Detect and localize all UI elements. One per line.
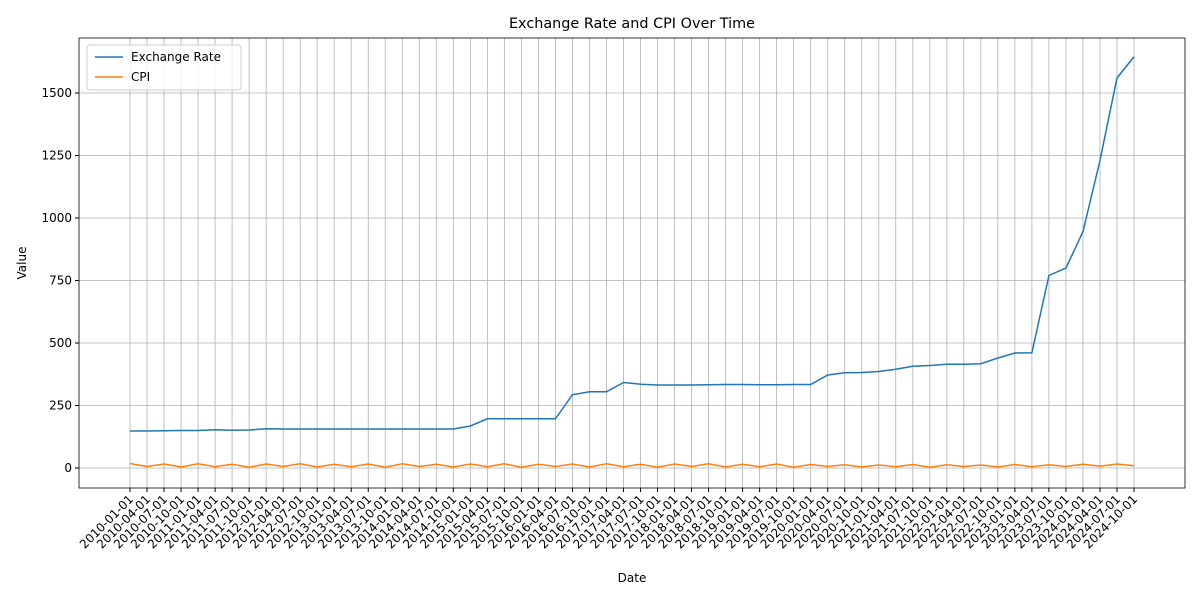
data-line [130,56,1135,432]
y-tick-label: 250 [49,399,72,413]
x-axis-label: Date [618,571,647,585]
plot-frame [78,37,1186,489]
y-tick-label: 1250 [41,149,72,163]
y-tick-label: 500 [49,336,72,350]
y-tick-label: 750 [49,274,72,288]
y-tick-label: 1000 [41,211,72,225]
y-axis-label: Value [15,247,29,280]
y-tick-label: 1500 [41,86,72,100]
y-tick-label: 0 [64,461,72,475]
legend-label: CPI [131,70,150,84]
legend-label: Exchange Rate [131,50,221,64]
data-line [129,462,1135,469]
chart-title: Exchange Rate and CPI Over Time [509,16,755,32]
legend-box [86,44,242,91]
